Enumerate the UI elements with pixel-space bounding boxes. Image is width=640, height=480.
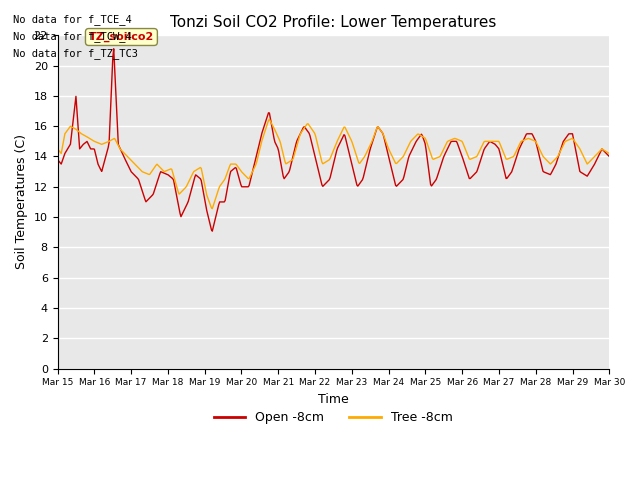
Title: Tonzi Soil CO2 Profile: Lower Temperatures: Tonzi Soil CO2 Profile: Lower Temperatur… — [170, 15, 497, 30]
Y-axis label: Soil Temperatures (C): Soil Temperatures (C) — [15, 134, 28, 269]
Text: No data for f_TCW_4: No data for f_TCW_4 — [13, 31, 132, 42]
Legend: Open -8cm, Tree -8cm: Open -8cm, Tree -8cm — [209, 406, 458, 429]
X-axis label: Time: Time — [318, 393, 349, 406]
Text: No data for f_TZ_TC3: No data for f_TZ_TC3 — [13, 48, 138, 59]
Text: TZ_soilco2: TZ_soilco2 — [89, 32, 154, 42]
Text: No data for f_TCE_4: No data for f_TCE_4 — [13, 14, 132, 25]
